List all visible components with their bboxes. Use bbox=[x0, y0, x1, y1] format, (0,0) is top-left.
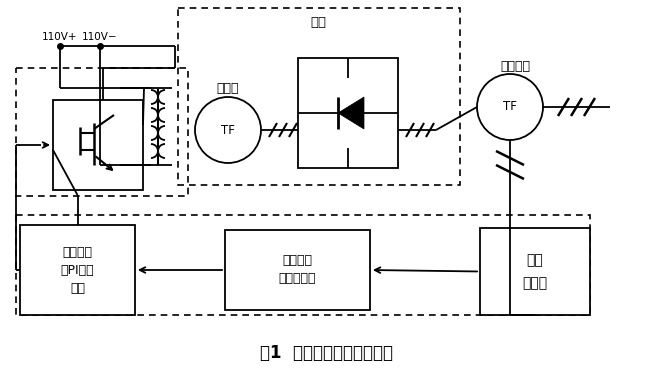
Text: 110V+: 110V+ bbox=[42, 32, 78, 42]
Text: 110V−: 110V− bbox=[82, 32, 118, 42]
Text: 控制电路
和PI计算
电路: 控制电路 和PI计算 电路 bbox=[61, 245, 94, 294]
Polygon shape bbox=[338, 97, 364, 129]
Text: 图1  励磁控制装置组成框图: 图1 励磁控制装置组成框图 bbox=[259, 344, 392, 362]
Text: 转子: 转子 bbox=[310, 15, 326, 28]
Bar bbox=[480, 228, 590, 315]
Text: 电压和频
率信号处理: 电压和频 率信号处理 bbox=[279, 255, 316, 286]
Text: 测量
变压器: 测量 变压器 bbox=[522, 253, 548, 290]
Bar bbox=[53, 100, 143, 190]
Bar bbox=[16, 215, 590, 315]
Bar bbox=[178, 8, 460, 185]
Bar bbox=[298, 58, 398, 168]
Text: TF: TF bbox=[503, 100, 517, 114]
Bar bbox=[16, 68, 188, 196]
Bar bbox=[20, 225, 135, 315]
Text: 励磁机: 励磁机 bbox=[217, 83, 239, 96]
Text: 主发电机: 主发电机 bbox=[500, 59, 530, 72]
Bar bbox=[225, 230, 370, 310]
Text: TF: TF bbox=[221, 124, 235, 137]
